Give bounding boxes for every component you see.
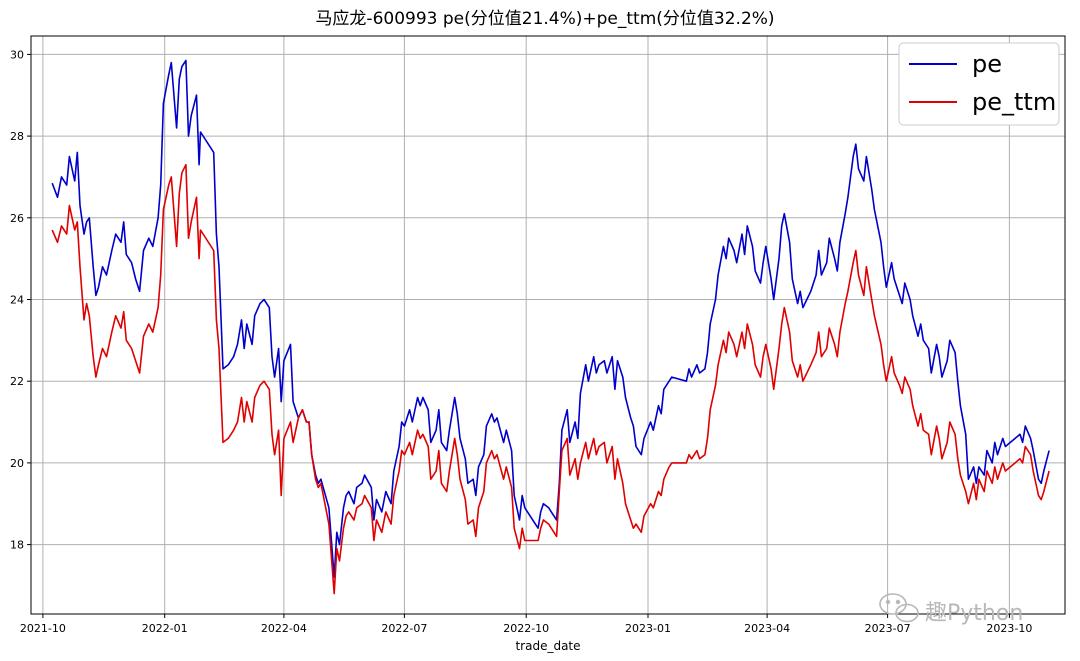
plot-frame [30, 35, 1066, 615]
x-tick-label: 2022-07 [381, 622, 427, 635]
x-axis: 2021-10 2022-01 2022-04 2022-07 2022-10 2023-… [20, 614, 1032, 635]
legend: pe pe_ttm [898, 42, 1060, 126]
y-tick-label: 26 [10, 212, 24, 225]
watermark: 趣Python [879, 593, 1023, 626]
y-tick-label: 24 [10, 294, 24, 307]
x-tick-label: 2023-07 [865, 622, 911, 635]
y-tick-label: 22 [10, 375, 24, 388]
x-tick-label: 2023-01 [625, 622, 671, 635]
y-tick-label: 30 [10, 48, 24, 61]
y-tick-label: 18 [10, 539, 24, 552]
x-tick-label: 2022-04 [261, 622, 307, 635]
x-tick-label: 2022-10 [503, 622, 549, 635]
legend-label-pe-ttm: pe_ttm [972, 88, 1056, 116]
x-axis-label: trade_date [515, 639, 580, 653]
plot-area [31, 36, 1065, 614]
series-line-pe [51, 59, 1050, 578]
x-tick-label: 2023-04 [744, 622, 790, 635]
watermark-text: 趣Python [925, 601, 1023, 626]
y-tick-label: 28 [10, 130, 24, 143]
series-line-pe-ttm [51, 163, 1050, 595]
series-layer [51, 59, 1050, 595]
x-tick-label: 2022-01 [142, 622, 188, 635]
x-tick-label: 2023-10 [986, 622, 1032, 635]
x-tick-label: 2021-10 [20, 622, 66, 635]
y-tick-label: 20 [10, 457, 24, 470]
grid [31, 36, 1065, 614]
chart-title: 马应龙-600993 pe(分位值21.4%)+pe_ttm(分位值32.2%) [315, 9, 774, 29]
y-axis: 18 20 22 24 26 28 30 [10, 48, 31, 552]
legend-label-pe: pe [972, 50, 1002, 78]
wechat-icon [879, 593, 919, 623]
